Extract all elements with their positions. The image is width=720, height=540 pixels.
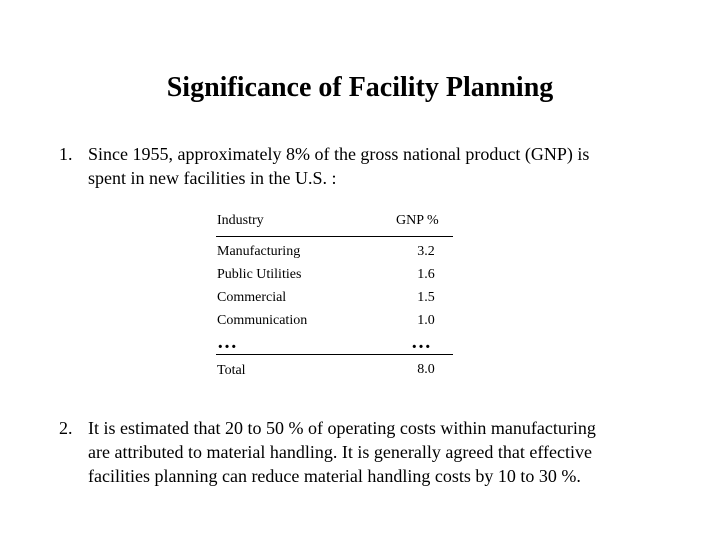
point-2-line-1: It is estimated that 20 to 50 % of opera…	[88, 418, 596, 438]
total-label: Total	[217, 363, 246, 378]
gnp-cell: 1.5	[417, 290, 435, 305]
table-row: Public Utilities 1.6	[216, 267, 453, 290]
table-row: Manufacturing 3.2	[216, 244, 453, 267]
table-row: Commercial 1.5	[216, 290, 453, 313]
point-2: 2. It is estimated that 20 to 50 % of op…	[59, 416, 674, 488]
gnp-column-header: GNP %	[396, 213, 439, 228]
gnp-ellipsis: …	[411, 331, 432, 353]
point-1-text: Since 1955, approximately 8% of the gros…	[88, 142, 674, 190]
point-1-number: 1.	[59, 144, 73, 164]
gnp-cell: 3.2	[417, 244, 435, 259]
point-2-line-3: facilities planning can reduce material …	[88, 466, 581, 486]
gnp-cell: 1.0	[417, 313, 435, 328]
total-value: 8.0	[417, 362, 435, 377]
industry-ellipsis: …	[217, 331, 238, 353]
gnp-table-header: Industry GNP %	[216, 212, 453, 237]
point-2-line-2: are attributed to material handling. It …	[88, 442, 592, 462]
point-1: 1. Since 1955, approximately 8% of the g…	[59, 142, 674, 190]
gnp-table-body: Manufacturing 3.2 Public Utilities 1.6 C…	[216, 237, 453, 355]
gnp-table-total-row: Total 8.0	[216, 355, 453, 379]
slide-title: Significance of Facility Planning	[166, 72, 554, 103]
point-2-number: 2.	[59, 418, 73, 438]
industry-cell: Commercial	[217, 290, 287, 305]
point-2-text: It is estimated that 20 to 50 % of opera…	[88, 416, 674, 488]
gnp-cell: 1.6	[417, 267, 435, 282]
gnp-table: Industry GNP % Manufacturing 3.2 Public …	[216, 212, 453, 379]
industry-cell: Public Utilities	[217, 267, 302, 282]
point-1-line-1: Since 1955, approximately 8% of the gros…	[88, 144, 590, 164]
point-1-line-2: spent in new facilities in the U.S. :	[88, 168, 337, 188]
industry-cell: Manufacturing	[217, 244, 301, 259]
industry-column-header: Industry	[217, 213, 264, 228]
industry-cell: Communication	[217, 313, 308, 328]
table-row: Communication 1.0	[216, 313, 453, 336]
